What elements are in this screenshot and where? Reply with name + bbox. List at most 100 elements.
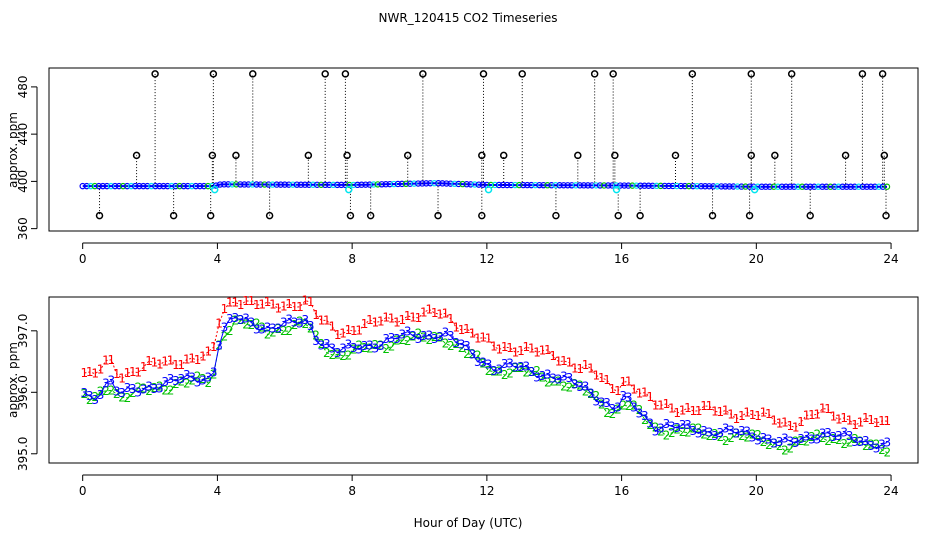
bottom-series-point-3: 3 (695, 426, 703, 440)
bottom-series-point-3: 3 (506, 357, 514, 371)
bottom-series-point-3: 3 (107, 374, 115, 388)
bottom-series-point-1: 1 (183, 353, 191, 367)
bottom-series-point-1: 1 (178, 358, 186, 372)
top-baseline-point (665, 182, 672, 190)
bottom-series-point-2: 2 (431, 330, 439, 344)
bottom-series-point-1: 1 (415, 311, 423, 325)
top-spike-point-mid (304, 151, 313, 160)
bottom-series-point-3: 3 (598, 395, 606, 409)
top-baseline-point (802, 183, 810, 190)
bottom-series-point-2: 2 (803, 435, 811, 449)
top-baseline-point (253, 181, 260, 188)
bottom-series-point-1: 1 (787, 419, 795, 433)
bottom-series-point-3: 3 (372, 342, 380, 356)
top-baseline-point (301, 181, 309, 188)
bottom-series-point-1: 1 (167, 354, 175, 368)
top-baseline-point (548, 182, 555, 189)
bottom-series-point-1: 1 (97, 363, 105, 377)
top-baseline-point (851, 183, 858, 190)
bottom-series-point-1: 1 (862, 411, 870, 425)
bottom-series-point-2: 2 (382, 342, 390, 356)
bottom-series-point-3: 3 (97, 388, 105, 402)
top-baseline-point (87, 182, 94, 190)
top-spike-point-mid (132, 151, 141, 160)
top-spike-point-low (636, 211, 644, 220)
bottom-series-point-3: 3 (221, 321, 229, 335)
bottom-series-point-2: 2 (183, 376, 191, 390)
bottom-series-point-1: 1 (269, 298, 277, 312)
bottom-series-point-3: 3 (539, 369, 547, 383)
top-baseline-point (475, 181, 482, 188)
top-baseline-point (794, 183, 802, 190)
bottom-series-point-3: 3 (447, 329, 455, 343)
bottom-series-point-2: 2 (452, 337, 460, 351)
top-baseline-point (374, 181, 381, 188)
bottom-series-point-3: 3 (291, 316, 299, 330)
bottom-series-point-1: 1 (296, 300, 304, 314)
top-spike-point-low (95, 211, 104, 220)
top-baseline-point (520, 181, 527, 189)
bottom-series-point-3: 3 (657, 421, 665, 435)
bottom-series-point-1: 1 (145, 354, 153, 368)
top-spike-point-high (590, 70, 599, 78)
bottom-series-point-2: 2 (161, 383, 169, 397)
bottom-series-point-3: 3 (469, 347, 477, 361)
bottom-series-point-3: 3 (91, 393, 99, 407)
top-baseline-point (330, 181, 337, 189)
top-baseline-point (414, 180, 422, 187)
bottom-series-point-2: 2 (490, 365, 498, 379)
bottom-series-point-3: 3 (442, 326, 450, 340)
bottom-series-point-3: 3 (452, 336, 460, 350)
bottom-series-point-3: 3 (566, 371, 574, 385)
bottom-series-point-1: 1 (318, 313, 326, 327)
bottom-series-point-3: 3 (776, 435, 784, 449)
top-baseline-point (245, 181, 252, 188)
bottom-series-point-1: 1 (609, 382, 617, 396)
bottom-series-point-1: 1 (706, 399, 714, 413)
bottom-series-point-3: 3 (679, 418, 687, 432)
bottom-series-point-1: 1 (447, 312, 455, 326)
top-spike-point-high (341, 70, 350, 78)
bottom-series-point-2: 2 (372, 338, 380, 352)
top-spike-point-high (209, 70, 218, 78)
bottom-series-point-1: 1 (474, 331, 482, 345)
top-baseline-point (220, 181, 228, 188)
top-baseline-point (576, 182, 584, 189)
top-baseline-point (621, 182, 628, 189)
bottom-series-point-2: 2 (334, 348, 342, 362)
bottom-series-point-3: 3 (867, 439, 875, 453)
bottom-series-point-3: 3 (253, 322, 261, 336)
bottom-series-point-1: 1 (194, 353, 202, 367)
bottom-y-tick-label: 396.0 (16, 375, 30, 409)
top-baseline-point (536, 181, 543, 189)
bottom-series-point-2: 2 (808, 430, 816, 444)
top-baseline-point (507, 181, 515, 189)
bottom-series-point-2: 2 (248, 318, 256, 332)
top-spike-point-mid (499, 151, 508, 160)
bottom-series-point-3: 3 (803, 429, 811, 443)
top-baseline-point (746, 183, 753, 190)
top-baseline-point (212, 182, 220, 189)
bottom-series-point-1: 1 (808, 408, 816, 422)
top-baseline-point (281, 181, 288, 188)
bottom-series-point-3: 3 (490, 364, 498, 378)
bottom-series-point-1: 1 (716, 405, 724, 419)
top-baseline-point (317, 181, 325, 188)
top-baseline-point (875, 183, 883, 190)
top-baseline-point (544, 182, 551, 189)
top-spike-point-low (745, 211, 754, 220)
bottom-series-point-2: 2 (399, 333, 407, 347)
bottom-series-point-3: 3 (722, 421, 730, 435)
top-spike-point-high (151, 70, 159, 78)
bottom-series-point-3: 3 (355, 343, 363, 357)
top-baseline-point (730, 183, 737, 190)
bottom-series-point-1: 1 (873, 416, 881, 430)
top-spike-point-low (882, 211, 890, 220)
top-baseline-point (608, 182, 616, 189)
bottom-series-point-3: 3 (156, 382, 164, 396)
bottom-series-point-2: 2 (630, 399, 638, 413)
bottom-series-point-2: 2 (679, 425, 687, 439)
bottom-series-point-2: 2 (91, 390, 99, 404)
top-spike-point-low (614, 211, 622, 220)
top-spike-point-low (346, 211, 355, 220)
